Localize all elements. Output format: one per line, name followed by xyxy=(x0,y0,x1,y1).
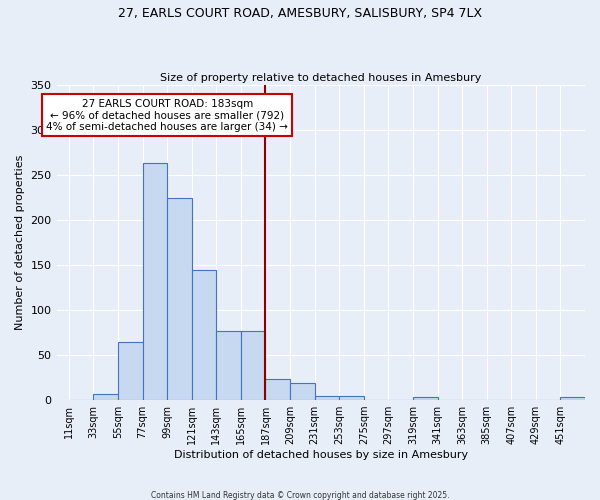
Bar xyxy=(339,396,364,400)
Text: 27 EARLS COURT ROAD: 183sqm
← 96% of detached houses are smaller (792)
4% of sem: 27 EARLS COURT ROAD: 183sqm ← 96% of det… xyxy=(46,98,288,132)
Y-axis label: Number of detached properties: Number of detached properties xyxy=(15,155,25,330)
Bar xyxy=(314,396,339,400)
Title: Size of property relative to detached houses in Amesbury: Size of property relative to detached ho… xyxy=(160,73,481,83)
Bar xyxy=(118,342,143,400)
Bar xyxy=(265,380,290,400)
Text: 27, EARLS COURT ROAD, AMESBURY, SALISBURY, SP4 7LX: 27, EARLS COURT ROAD, AMESBURY, SALISBUR… xyxy=(118,8,482,20)
Bar xyxy=(560,398,585,400)
Text: Contains HM Land Registry data © Crown copyright and database right 2025.: Contains HM Land Registry data © Crown c… xyxy=(151,490,449,500)
Bar xyxy=(143,164,167,400)
Bar xyxy=(290,383,314,400)
Bar xyxy=(167,198,192,400)
X-axis label: Distribution of detached houses by size in Amesbury: Distribution of detached houses by size … xyxy=(174,450,468,460)
Bar xyxy=(217,331,241,400)
Bar xyxy=(241,331,265,400)
Bar xyxy=(94,394,118,400)
Bar xyxy=(413,398,437,400)
Bar xyxy=(192,270,217,400)
